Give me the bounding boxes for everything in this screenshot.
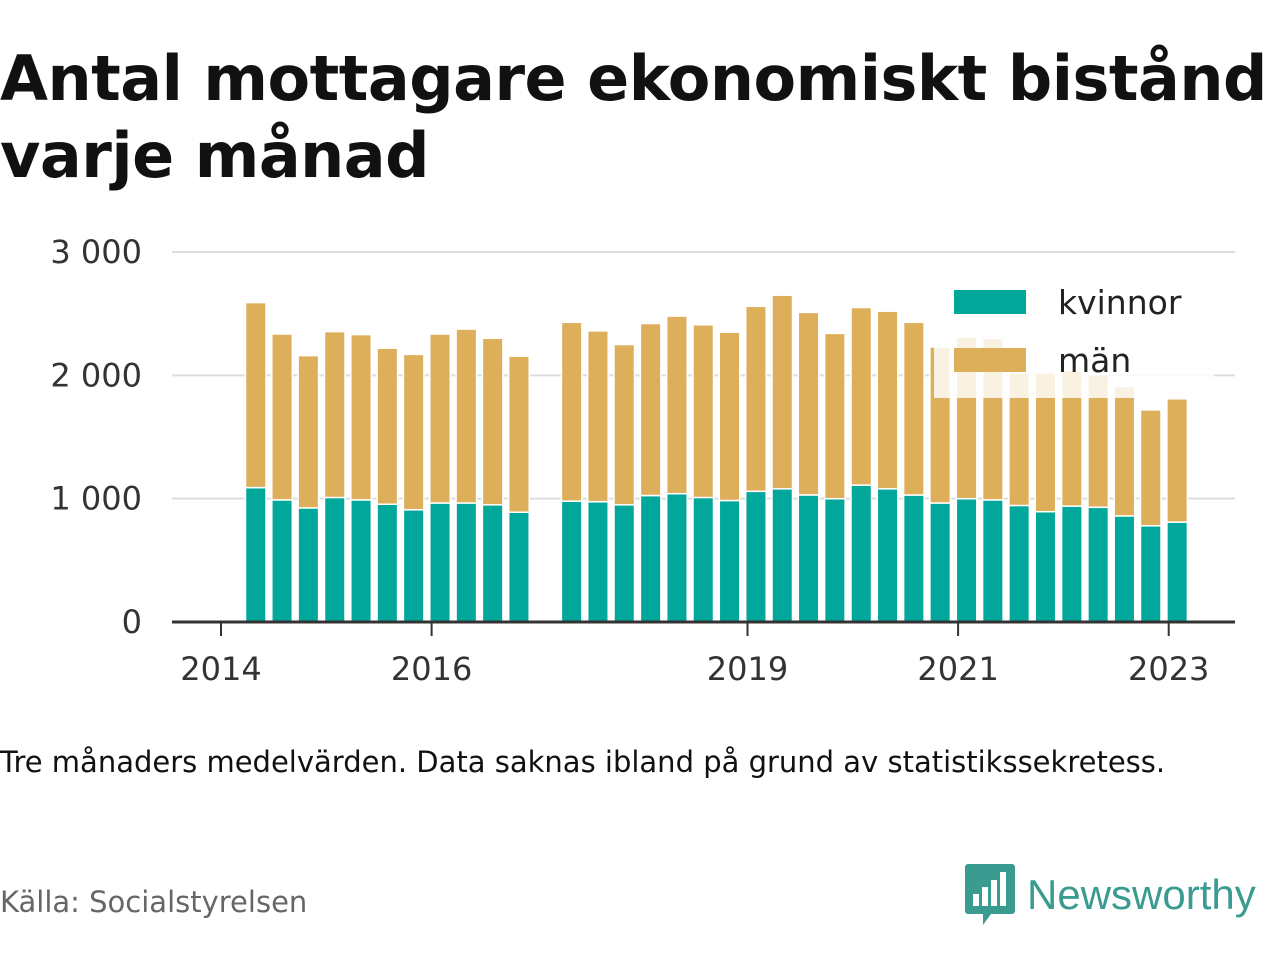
- bar-man: [297, 354, 320, 509]
- brand-logo[interactable]: Newsworthy: [965, 863, 1256, 927]
- legend-label-man: män: [1058, 341, 1131, 380]
- bar-kvinnor: [823, 497, 846, 623]
- bar-man: [507, 355, 530, 513]
- bar-kvinnor: [639, 494, 662, 623]
- bar-kvinnor: [1034, 510, 1057, 623]
- y-axis-ticks: 0 1 000 2 000 3 000: [50, 233, 142, 641]
- bar-man: [613, 343, 636, 506]
- bar-kvinnor: [350, 499, 373, 623]
- source-text: Källa: Socialstyrelsen: [0, 885, 308, 919]
- bar-kvinnor: [429, 502, 452, 623]
- bar-man: [481, 337, 504, 506]
- bar-kvinnor: [271, 499, 294, 623]
- bar-man: [455, 328, 478, 504]
- y-tick-label: 3 000: [50, 233, 142, 271]
- bar-kvinnor: [402, 509, 425, 623]
- bar-man: [639, 322, 662, 497]
- bar-kvinnor: [1087, 506, 1110, 623]
- bar-kvinnor: [955, 497, 978, 623]
- bar-kvinnor: [481, 504, 504, 623]
- bar-kvinnor: [692, 496, 715, 623]
- bar-kvinnor: [1166, 521, 1189, 623]
- bar-kvinnor: [718, 499, 741, 623]
- bar-man: [665, 315, 688, 495]
- bar-kvinnor: [850, 484, 873, 623]
- bar-kvinnor: [797, 494, 820, 623]
- bar-man: [244, 301, 267, 489]
- bar-kvinnor: [507, 511, 530, 623]
- bar-kvinnor: [744, 490, 767, 623]
- bar-man: [1113, 385, 1136, 517]
- bar-man: [586, 330, 609, 503]
- legend-swatch-kvinnor: [954, 290, 1026, 314]
- bar-kvinnor: [929, 502, 952, 623]
- bar-kvinnor: [376, 503, 399, 623]
- bar-man: [560, 321, 583, 502]
- bar-man: [692, 324, 715, 499]
- bar-kvinnor: [876, 488, 899, 623]
- x-tick-label: 2023: [1128, 650, 1209, 688]
- bar-kvinnor: [1139, 525, 1162, 623]
- x-tick-label: 2014: [180, 650, 261, 688]
- bar-man: [876, 310, 899, 490]
- x-tick-label: 2016: [391, 650, 472, 688]
- x-tick-label: 2021: [917, 650, 998, 688]
- bar-kvinnor: [560, 500, 583, 623]
- bar-man: [744, 305, 767, 493]
- legend-label-kvinnor: kvinnor: [1058, 283, 1182, 322]
- y-tick-label: 0: [122, 603, 142, 641]
- bar-kvinnor: [297, 507, 320, 623]
- bar-man: [323, 330, 346, 499]
- bar-kvinnor: [771, 488, 794, 623]
- bar-man: [823, 332, 846, 500]
- legend: kvinnor män: [934, 270, 1214, 398]
- chart-note: Tre månaders medelvärden. Data saknas ib…: [0, 745, 1166, 779]
- bar-man: [429, 333, 452, 504]
- bar-man: [271, 333, 294, 501]
- bar-kvinnor: [665, 492, 688, 623]
- bar-man: [1166, 398, 1189, 523]
- bar-man: [402, 353, 425, 511]
- bar-kvinnor: [455, 502, 478, 623]
- bar-man: [1139, 409, 1162, 527]
- bar-man: [850, 306, 873, 486]
- legend-swatch-man: [954, 348, 1026, 372]
- y-tick-label: 1 000: [50, 480, 142, 518]
- brand-name: Newsworthy: [1027, 871, 1256, 918]
- bar-man: [718, 331, 741, 502]
- bar-kvinnor: [323, 496, 346, 623]
- bar-kvinnor: [1008, 504, 1031, 623]
- bar-kvinnor: [981, 499, 1004, 623]
- bar-kvinnor: [613, 504, 636, 623]
- x-axis: 2014 2016 2019 2021 2023: [172, 620, 1235, 688]
- bar-chart-speech-bubble-icon: [965, 864, 1015, 925]
- chart-title: Antal mottagare ekonomiskt bistånd varje…: [0, 42, 1267, 192]
- bar-man: [902, 321, 925, 496]
- bar-kvinnor: [244, 486, 267, 623]
- bar-kvinnor: [1113, 515, 1136, 623]
- bar-kvinnor: [902, 494, 925, 623]
- y-tick-label: 2 000: [50, 356, 142, 394]
- bar-kvinnor: [1060, 505, 1083, 623]
- bar-man: [350, 333, 373, 501]
- bar-man: [771, 294, 794, 490]
- bar-man: [376, 347, 399, 505]
- bar-man: [797, 311, 820, 496]
- bar-kvinnor: [586, 501, 609, 623]
- x-tick-label: 2019: [707, 650, 788, 688]
